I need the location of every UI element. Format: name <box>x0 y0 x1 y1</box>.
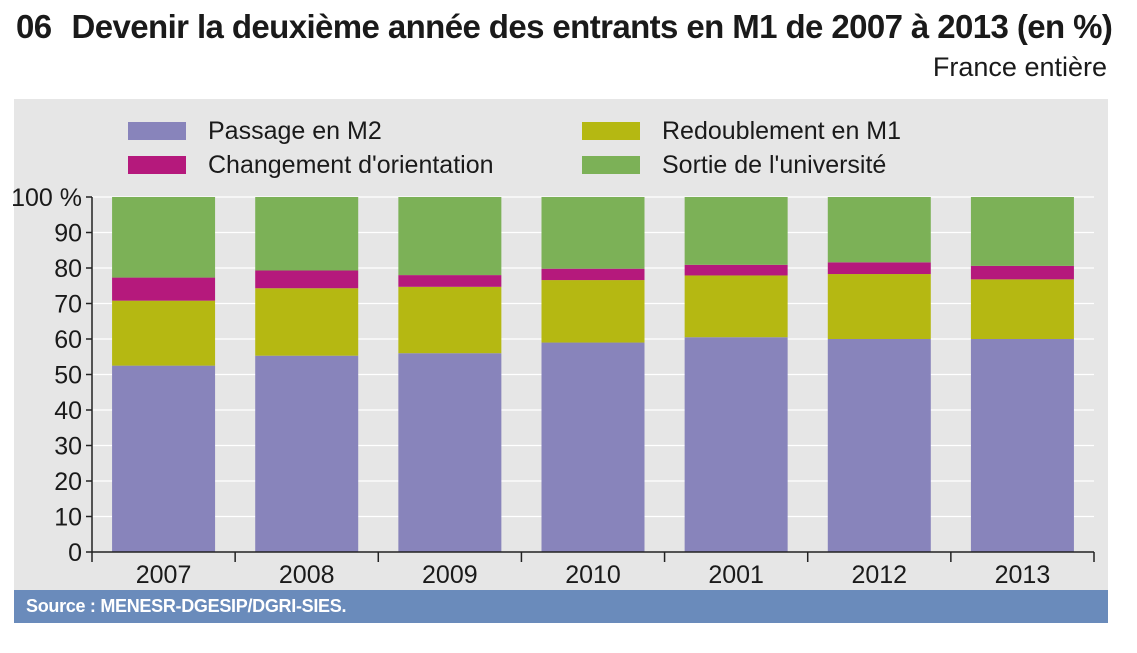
x-tick-label-2001: 2001 <box>708 561 764 589</box>
legend-item-redoublement-m1: Redoublement en M1 <box>582 116 901 146</box>
bar-2010-series-0 <box>541 342 645 552</box>
legend-label-sortie-universite: Sortie de l'université <box>662 150 887 179</box>
bar-2001-series-0 <box>684 337 788 552</box>
y-tick-label-70: 70 <box>54 291 82 319</box>
legend-item-passage-m2: Passage en M2 <box>128 116 382 146</box>
legend-item-changement-orientation: Changement d'orientation <box>128 150 494 180</box>
bar-2012-series-3 <box>827 197 931 263</box>
legend-swatch-changement-orientation <box>128 156 186 174</box>
legend-swatch-redoublement-m1 <box>582 122 640 140</box>
bar-2008-series-1 <box>255 288 359 356</box>
source-note: Source : MENESR-DGESIP/DGRI-SIES. <box>14 590 1108 623</box>
bar-2013-series-1 <box>970 279 1074 339</box>
bar-2009-series-3 <box>398 197 502 276</box>
y-tick-label-100: 100 % <box>11 184 82 212</box>
x-tick-label-2012: 2012 <box>851 561 907 589</box>
bar-2012-series-0 <box>827 339 931 552</box>
figure-number: 06 <box>16 8 52 45</box>
y-tick-label-10: 10 <box>54 504 82 532</box>
bar-2009-series-1 <box>398 286 502 354</box>
bar-2013-series-0 <box>970 339 1074 552</box>
bar-2007-series-2 <box>112 277 216 301</box>
legend-swatch-passage-m2 <box>128 122 186 140</box>
y-tick-label-90: 90 <box>54 220 82 248</box>
bar-2009-series-0 <box>398 353 502 552</box>
bar-2012-series-1 <box>827 274 931 339</box>
y-tick-label-40: 40 <box>54 397 82 425</box>
bar-2007-series-0 <box>112 365 216 552</box>
bar-2008-series-0 <box>255 355 359 552</box>
bar-2001-series-2 <box>684 264 788 276</box>
title-text: Devenir la deuxième année des entrants e… <box>71 8 1113 45</box>
x-tick-label-2009: 2009 <box>422 561 478 589</box>
bar-2013-series-2 <box>970 265 1074 280</box>
bar-2010-series-2 <box>541 268 645 281</box>
x-tick-label-2013: 2013 <box>995 561 1051 589</box>
bar-2009-series-2 <box>398 275 502 287</box>
x-tick-label-2007: 2007 <box>136 561 192 589</box>
legend-swatch-sortie-universite <box>582 156 640 174</box>
bar-2007-series-3 <box>112 197 216 278</box>
y-tick-label-50: 50 <box>54 362 82 390</box>
bar-2010-series-3 <box>541 197 645 269</box>
y-tick-label-20: 20 <box>54 468 82 496</box>
legend-label-redoublement-m1: Redoublement en M1 <box>662 116 902 145</box>
chart-title: 06 Devenir la deuxième année des entrants… <box>16 8 1116 48</box>
y-tick-label-0: 0 <box>68 539 82 567</box>
bar-2001-series-1 <box>684 275 788 338</box>
x-tick-label-2008: 2008 <box>279 561 335 589</box>
y-tick-label-80: 80 <box>54 255 82 283</box>
bar-2010-series-1 <box>541 280 645 343</box>
bar-2008-series-3 <box>255 197 359 271</box>
chart-subtitle: France entière <box>932 52 1107 82</box>
bar-2013-series-3 <box>970 197 1074 266</box>
bar-2012-series-2 <box>827 262 931 275</box>
bar-2007-series-1 <box>112 300 216 366</box>
legend-label-changement-orientation: Changement d'orientation <box>208 150 494 179</box>
x-tick-label-2010: 2010 <box>565 561 621 589</box>
legend-label-passage-m2: Passage en M2 <box>208 116 382 145</box>
bar-2008-series-2 <box>255 270 359 289</box>
y-tick-label-30: 30 <box>54 433 82 461</box>
bar-2001-series-3 <box>684 197 788 265</box>
y-tick-label-60: 60 <box>54 326 82 354</box>
legend-item-sortie-universite: Sortie de l'université <box>582 150 886 180</box>
